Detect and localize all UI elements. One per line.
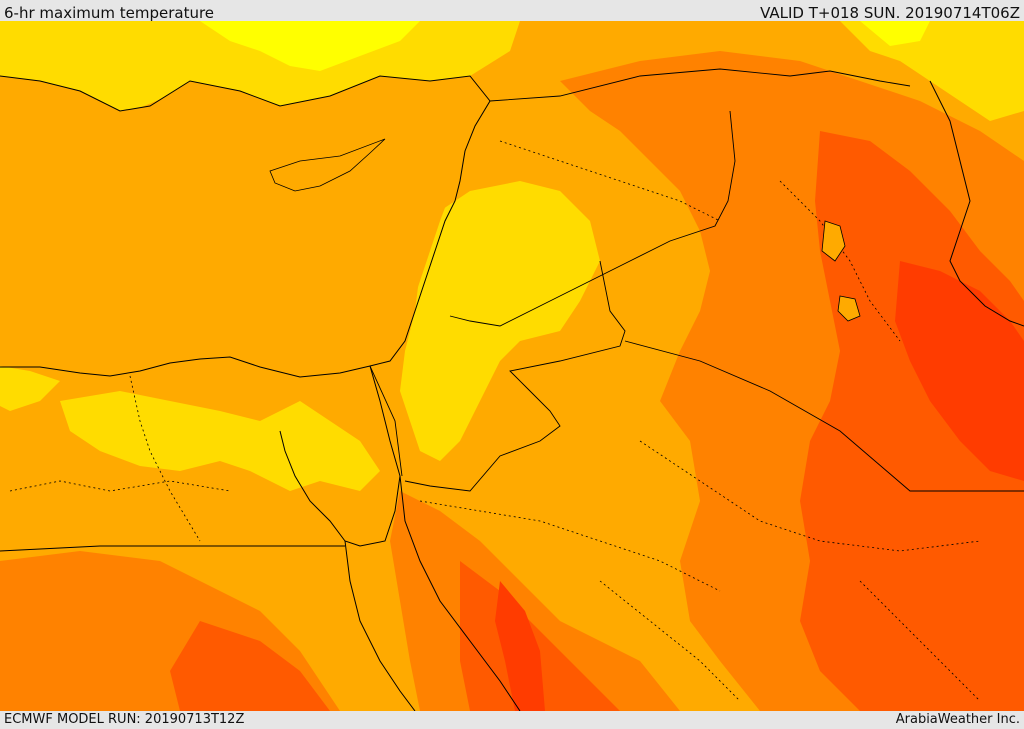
temp-zone-egypt-yellow xyxy=(60,391,380,491)
map-title: 6-hr maximum temperature xyxy=(4,4,215,22)
temp-zone-south-extreme xyxy=(170,621,330,711)
credit-label: ArabiaWeather Inc. xyxy=(895,712,1020,727)
coastlines xyxy=(0,75,1024,711)
temp-zone-gulf-max xyxy=(895,261,1024,481)
temperature-map-svg xyxy=(0,21,1024,711)
internal-boundaries xyxy=(9,140,981,702)
lake-habbaniyah xyxy=(837,295,861,322)
map-footer: ECMWF MODEL RUN: 20190713T12Z ArabiaWeat… xyxy=(0,711,1024,729)
map-header: 6-hr maximum temperature VALID T+018 SUN… xyxy=(0,0,1024,22)
model-run-label: ECMWF MODEL RUN: 20190713T12Z xyxy=(4,712,245,727)
temp-zone-iraq-extreme xyxy=(800,131,1024,711)
valid-time-label: VALID T+018 SUN. 20190714T06Z xyxy=(760,4,1020,22)
temp-zone-ne-brightyellow xyxy=(860,21,930,46)
temp-zone-ne-yellow xyxy=(840,21,1024,121)
temp-zone-west-yellow xyxy=(0,366,60,411)
temp-zone-redsea-max xyxy=(495,581,545,711)
lake-tharthar xyxy=(821,220,846,262)
temperature-map xyxy=(0,21,1024,711)
temp-zone-north-brightyellow xyxy=(200,21,420,71)
temp-zone-levant-yellow xyxy=(400,181,600,461)
cyprus-island xyxy=(269,138,386,192)
political-borders xyxy=(0,68,1024,552)
